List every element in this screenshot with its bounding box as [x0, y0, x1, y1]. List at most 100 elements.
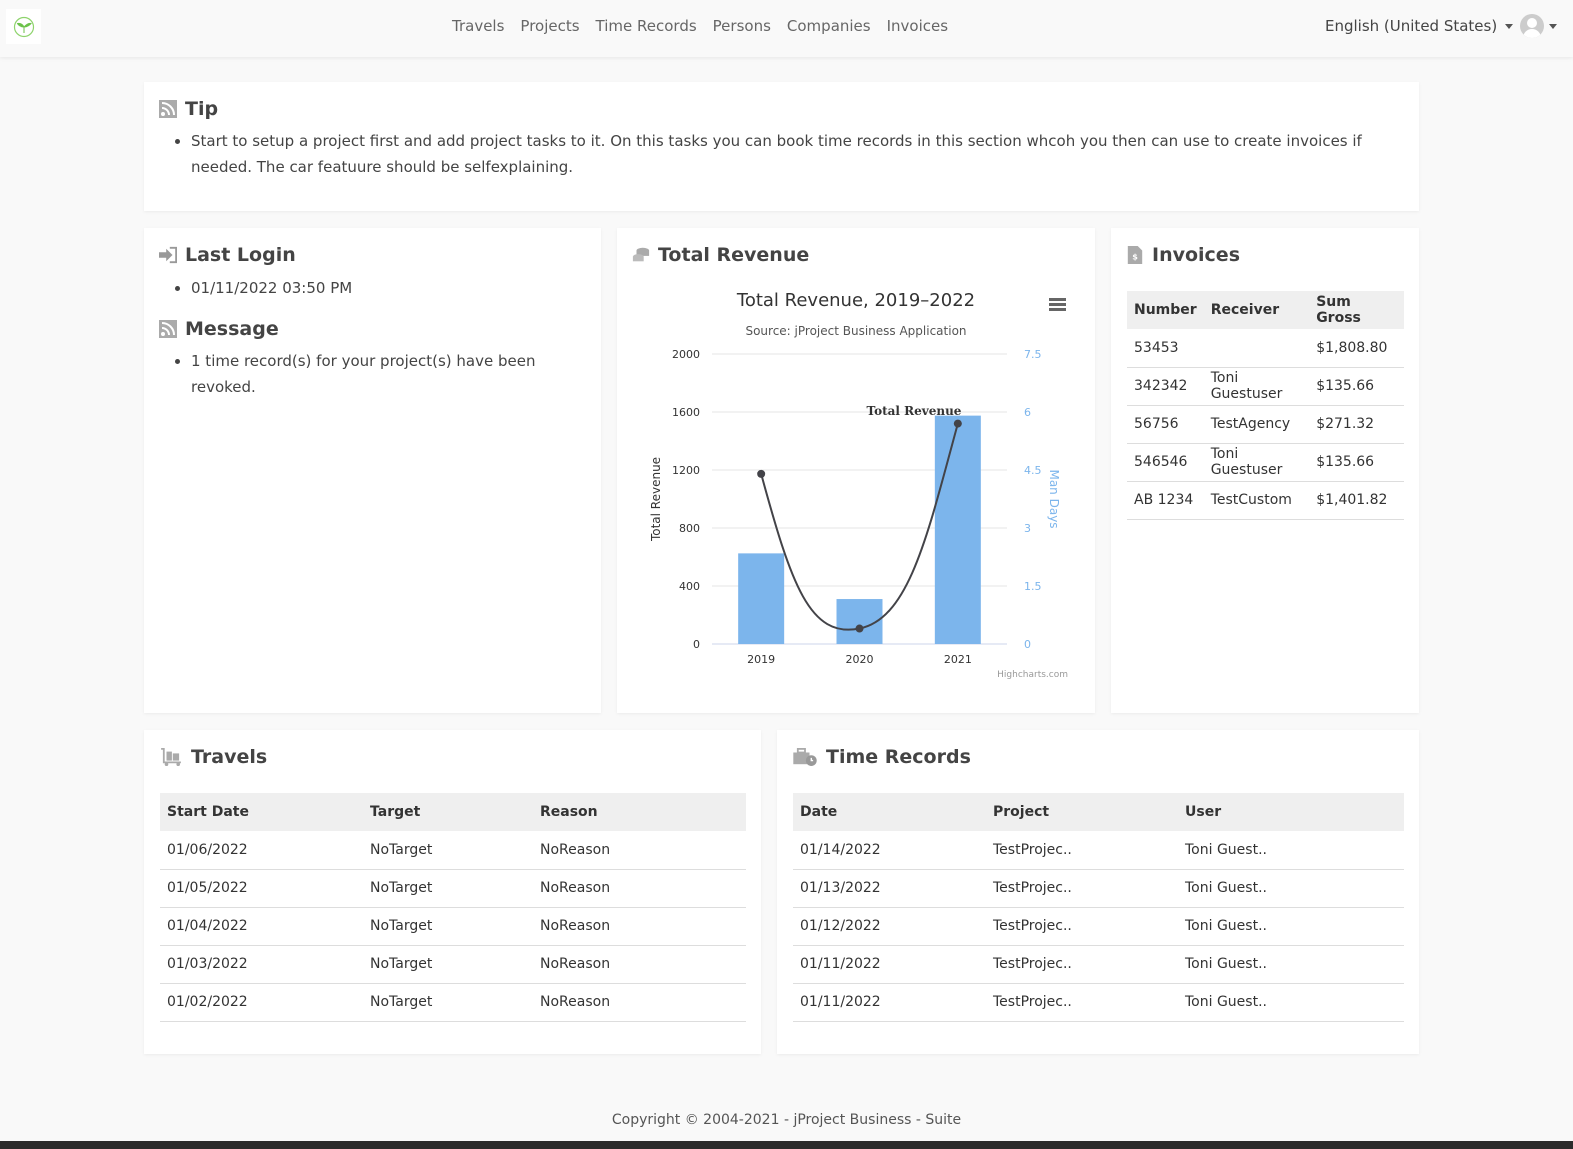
table-cell: 01/02/2022 [160, 983, 363, 1022]
table-cell: TestProjec.. [986, 831, 1178, 870]
column-header[interactable]: Receiver [1203, 291, 1310, 329]
y-tick-label: 2000 [672, 348, 700, 361]
revenue-title: Total Revenue [658, 244, 810, 266]
chart-menu-icon[interactable] [1049, 298, 1066, 311]
nav-persons[interactable]: Persons [712, 17, 771, 35]
table-row[interactable]: 01/13/2022 TestProjec.. Toni Guest.. [793, 869, 1404, 908]
table-row[interactable]: 53453 $1,808.80 [1127, 329, 1404, 368]
y-tick-label: 0 [693, 638, 700, 651]
column-header[interactable]: Number [1127, 291, 1204, 329]
table-cell [1203, 329, 1310, 368]
table-cell: 01/12/2022 [793, 907, 986, 946]
table-cell: $271.32 [1309, 405, 1404, 444]
nav-travels[interactable]: Travels [452, 17, 505, 35]
column-header[interactable]: User [1178, 793, 1404, 831]
last-login-card: Last Login 01/11/2022 03:50 PM Message 1… [144, 228, 601, 713]
y2-tick-label: 7.5 [1024, 348, 1042, 361]
table-cell: $135.66 [1309, 443, 1404, 482]
rss-icon [159, 320, 177, 338]
revenue-bar [738, 553, 785, 644]
user-avatar[interactable] [1520, 14, 1544, 38]
y2-tick-label: 1.5 [1024, 580, 1042, 593]
table-row[interactable]: 01/02/2022 NoTarget NoReason [160, 983, 746, 1022]
highcharts-credit: Highcharts.com [997, 670, 1068, 680]
table-cell: $1,401.82 [1309, 481, 1404, 520]
y2-tick-label: 0 [1024, 638, 1031, 651]
table-row[interactable]: 01/06/2022 NoTarget NoReason [160, 831, 746, 870]
business-time-icon [793, 748, 817, 766]
revenue-bar [934, 415, 981, 644]
invoices-title: Invoices [1152, 244, 1241, 266]
travels-card: Travels Start Date Target Reason 01/06/2022… [144, 730, 761, 1054]
table-cell: 342342 [1127, 367, 1204, 406]
y2-tick-label: 3 [1024, 522, 1031, 535]
y-tick-label: 800 [679, 522, 700, 535]
nav-companies[interactable]: Companies [786, 17, 871, 35]
column-header[interactable]: Target [363, 793, 533, 831]
user-menu-caret-icon[interactable] [1549, 24, 1557, 29]
table-cell: NoTarget [363, 831, 533, 870]
table-cell: 546546 [1127, 443, 1204, 482]
app-logo[interactable] [6, 9, 41, 44]
table-cell: TestProjec.. [986, 907, 1178, 946]
table-row[interactable]: 01/11/2022 TestProjec.. Toni Guest.. [793, 983, 1404, 1022]
last-login-title: Last Login [185, 244, 296, 266]
table-header-row: Number Receiver Sum Gross [1127, 291, 1404, 329]
table-header-row: Start Date Target Reason [160, 793, 746, 831]
table-cell: NoReason [533, 907, 746, 946]
table-row[interactable]: 342342 Toni Guestuser $135.66 [1127, 367, 1404, 406]
table-row[interactable]: 546546 Toni Guestuser $135.66 [1127, 443, 1404, 482]
y2-tick-label: 4.5 [1024, 464, 1042, 477]
table-cell: TestProjec.. [986, 869, 1178, 908]
column-header[interactable]: Date [793, 793, 986, 831]
y2-axis-label: Man Days [1047, 469, 1061, 528]
table-cell: 53453 [1127, 329, 1204, 368]
top-navbar: Travels Projects Time Records Persons Compan… [0, 0, 1573, 57]
table-cell: 01/11/2022 [793, 983, 986, 1022]
column-header[interactable]: Start Date [160, 793, 363, 831]
table-cell: NoTarget [363, 945, 533, 984]
travels-table: Start Date Target Reason 01/06/2022 NoTarget… [160, 793, 746, 1022]
table-row[interactable]: 01/05/2022 NoTarget NoReason [160, 869, 746, 908]
column-header[interactable]: Reason [533, 793, 746, 831]
table-cell: 01/06/2022 [160, 831, 363, 870]
nav-invoices[interactable]: Invoices [886, 17, 949, 35]
man-days-point [757, 469, 766, 478]
nav-time-records[interactable]: Time Records [595, 17, 697, 35]
table-cell: Toni Guest.. [1178, 831, 1404, 870]
table-cell: 01/14/2022 [793, 831, 986, 870]
table-cell: NoTarget [363, 907, 533, 946]
luggage-cart-icon [161, 748, 181, 766]
table-cell: 01/04/2022 [160, 907, 363, 946]
table-cell: Toni Guestuser [1203, 443, 1310, 482]
table-cell: NoReason [533, 945, 746, 984]
language-label: English (United States) [1325, 17, 1498, 35]
table-cell: NoReason [533, 831, 746, 870]
caret-down-icon [1505, 24, 1514, 29]
table-row[interactable]: 01/04/2022 NoTarget NoReason [160, 907, 746, 946]
chart-subtitle: Source: jProject Business Application [745, 324, 966, 338]
footer-copyright: Copyright © 2004-2021 - jProject Busines… [611, 1112, 962, 1128]
tip-title: Tip [185, 98, 219, 120]
nav-projects[interactable]: Projects [520, 17, 580, 35]
table-row[interactable]: 01/14/2022 TestProjec.. Toni Guest.. [793, 831, 1404, 870]
svg-text:$: $ [1132, 252, 1138, 262]
language-dropdown[interactable]: English (United States) [1325, 17, 1514, 35]
table-row[interactable]: 01/11/2022 TestProjec.. Toni Guest.. [793, 945, 1404, 984]
table-row[interactable]: 01/03/2022 NoTarget NoReason [160, 945, 746, 984]
man-days-point [855, 624, 864, 633]
table-cell: 01/03/2022 [160, 945, 363, 984]
column-header[interactable]: Project [986, 793, 1178, 831]
table-row[interactable]: AB 1234 TestCustom $1,401.82 [1127, 481, 1404, 520]
table-cell: Toni Guest.. [1178, 907, 1404, 946]
column-header[interactable]: Sum Gross [1309, 291, 1404, 329]
table-row[interactable]: 01/12/2022 TestProjec.. Toni Guest.. [793, 907, 1404, 946]
x-tick-label: 2020 [846, 653, 874, 666]
table-cell: TestProjec.. [986, 983, 1178, 1022]
table-row[interactable]: 56756 TestAgency $271.32 [1127, 405, 1404, 444]
travels-title: Travels [191, 746, 268, 768]
x-tick-label: 2021 [944, 653, 972, 666]
x-tick-label: 2019 [747, 653, 775, 666]
table-cell: TestAgency [1203, 405, 1310, 444]
time-records-table: Date Project User 01/14/2022 TestProjec.. Ton… [793, 793, 1404, 1022]
